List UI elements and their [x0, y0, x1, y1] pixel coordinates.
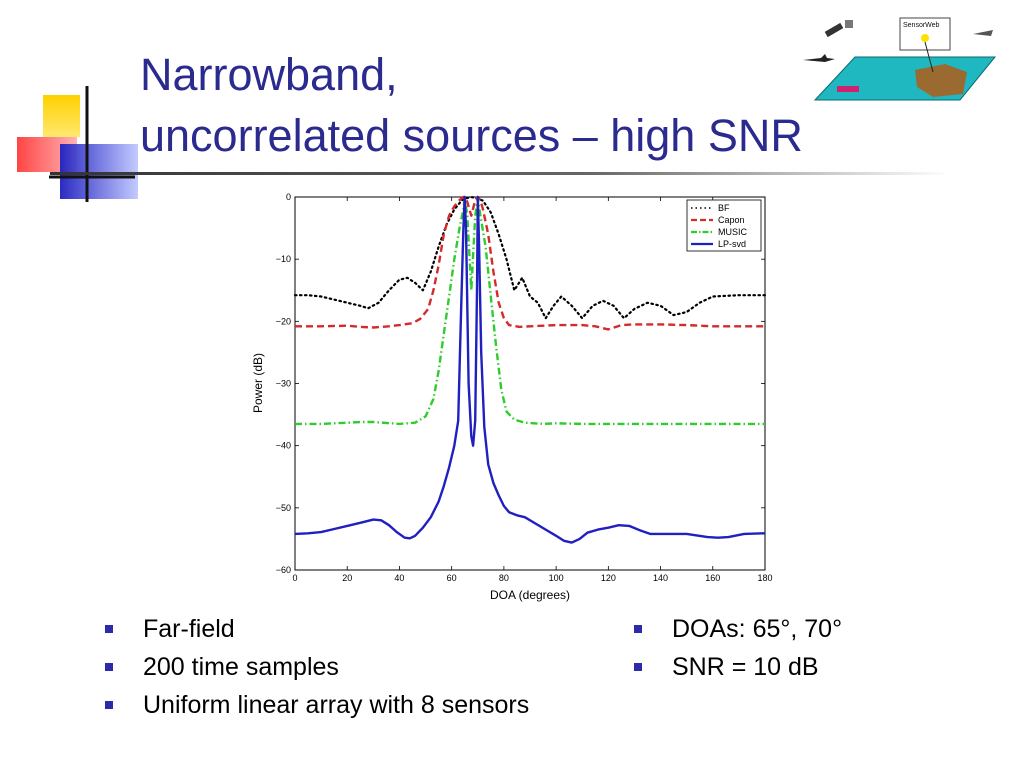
series-line-lp-svd: [294, 195, 766, 544]
bullet-marker: [634, 663, 642, 671]
x-tick-label: 60: [447, 573, 457, 583]
y-tick-label: −60: [276, 565, 291, 575]
y-tick-label: −30: [276, 379, 291, 389]
axis-ticks: 0 20 40 60 80 100 120 140 160 180 0 −10 −20 −30 −40 −50…: [276, 192, 773, 583]
bullet-item: 200 time samples: [105, 648, 529, 686]
plot-area: [294, 196, 766, 571]
x-tick-label: 140: [653, 573, 668, 583]
series-line-music: [295, 197, 765, 426]
y-tick-label: −50: [276, 503, 291, 513]
x-tick-label: 160: [705, 573, 720, 583]
corner-graphic-label: SensorWeb: [903, 22, 940, 29]
bullet-item: SNR = 10 dB: [634, 648, 842, 686]
legend-label-music: MUSIC: [718, 227, 748, 237]
legend-label-lpsvd: LP-svd: [718, 239, 746, 249]
x-tick-label: 40: [394, 573, 404, 583]
bullet-list-left: Far-field 200 time samples Uniform linea…: [105, 610, 529, 724]
x-axis-label: DOA (degrees): [490, 588, 570, 602]
power-vs-doa-chart: 0 20 40 60 80 100 120 140 160 180 0 −10 −20 −30 −40 −50…: [251, 192, 773, 602]
y-tick-label: −40: [276, 441, 291, 451]
x-tick-label: 100: [549, 573, 564, 583]
bullet-item: DOAs: 65°, 70°: [634, 610, 842, 648]
bullet-text: Far-field: [143, 615, 235, 643]
x-tick-label: 80: [499, 573, 509, 583]
x-tick-label: 120: [601, 573, 616, 583]
decorative-squares-logo: [17, 86, 138, 202]
y-tick-label: −20: [276, 316, 291, 326]
y-axis-label: Power (dB): [251, 353, 265, 413]
y-tick-label: 0: [286, 192, 291, 202]
x-tick-label: 0: [292, 573, 297, 583]
series-line-bf: [293, 195, 767, 320]
x-tick-label: 20: [342, 573, 352, 583]
bullet-item: Uniform linear array with 8 sensors: [105, 686, 529, 724]
bullet-marker: [634, 625, 642, 633]
bullet-text: DOAs: 65°, 70°: [672, 615, 843, 643]
slide-title-line1: Narrowband,: [140, 49, 398, 100]
bullet-text: Uniform linear array with 8 sensors: [143, 691, 530, 719]
slide-title-line2: uncorrelated sources – high SNR: [140, 110, 803, 161]
bullet-text: 200 time samples: [143, 653, 339, 681]
bullet-text: SNR = 10 dB: [672, 653, 819, 681]
bullet-marker: [105, 701, 113, 709]
title-underline: [50, 172, 950, 175]
chart-series-group: [293, 195, 767, 544]
legend-label-capon: Capon: [718, 215, 745, 225]
y-tick-label: −10: [276, 254, 291, 264]
legend: BF Capon MUSIC LP-svd: [686, 199, 762, 252]
bullet-marker: [105, 663, 113, 671]
bullet-list-right: DOAs: 65°, 70° SNR = 10 dB: [634, 610, 842, 686]
x-tick-label: 180: [757, 573, 772, 583]
bullet-marker: [105, 625, 113, 633]
bullet-item: Far-field: [105, 610, 529, 648]
sensorweb-illustration: SensorWeb: [803, 17, 997, 101]
legend-label-bf: BF: [718, 203, 730, 213]
